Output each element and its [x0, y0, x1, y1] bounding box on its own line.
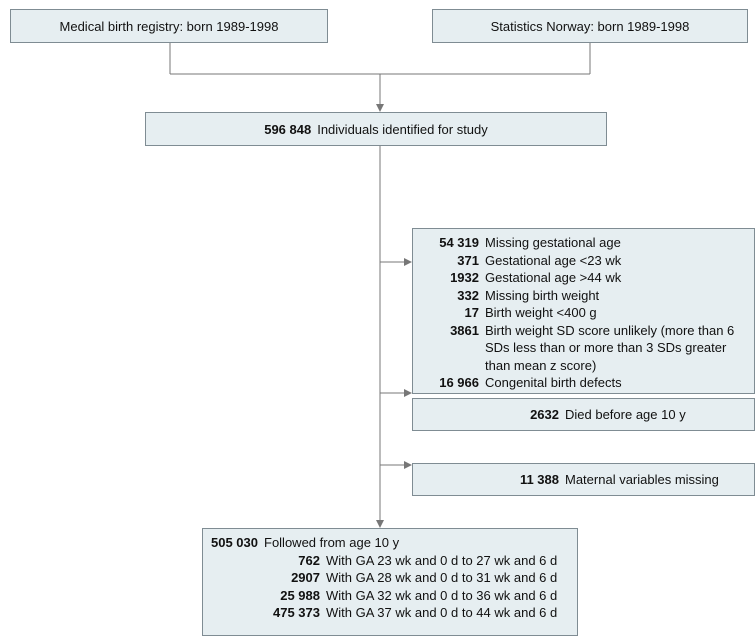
count: 54 319: [439, 235, 479, 250]
followed-row: 505 030 Followed from age 10 y: [211, 534, 573, 552]
count: 1932: [450, 270, 479, 285]
label: Congenital birth defects: [485, 375, 622, 390]
label: Birth weight SD score unlikely (more tha…: [485, 322, 735, 373]
count: 17: [464, 305, 479, 320]
exclusion-box: 2632 Died before age 10 y: [412, 398, 755, 431]
label: Missing gestational age: [485, 235, 621, 250]
source-box: Medical birth registry: born 1989-1998: [10, 9, 328, 43]
label: With GA 32 wk and 0 d to 36 wk and 6 d: [326, 587, 558, 603]
label: Maternal variables missing: [565, 472, 719, 487]
item-row: 16 966 Congenital birth defects: [419, 374, 750, 392]
label: Died before age 10 y: [565, 407, 686, 422]
label: With GA 28 wk and 0 d to 31 wk and 6 d: [326, 570, 558, 585]
count: 3861: [450, 322, 479, 338]
label: With GA 37 wk and 0 d to 44 wk and 6 d: [326, 605, 558, 620]
count: 332: [457, 287, 479, 303]
item-row: 762 With GA 23 wk and 0 d to 27 wk and 6 …: [211, 552, 573, 570]
exclusion-box: 11 388 Maternal variables missing: [412, 463, 755, 496]
label: Gestational age <23 wk: [485, 252, 622, 268]
arrow: [404, 258, 412, 266]
item-row: 25 988 With GA 32 wk and 0 d to 36 wk and…: [211, 587, 573, 605]
arrow: [376, 520, 384, 528]
count: 16 966: [439, 375, 479, 390]
item-row: 17 Birth weight <400 g: [419, 304, 750, 322]
count: 762: [298, 552, 320, 568]
count: 371: [457, 252, 479, 268]
count: 505 030: [211, 535, 258, 550]
item-row: 3861 Birth weight SD score unlikely (more…: [419, 322, 750, 375]
item-row: 2907 With GA 28 wk and 0 d to 31 wk and 6…: [211, 569, 573, 587]
count: 2907: [291, 570, 320, 585]
label: Gestational age >44 wk: [485, 270, 622, 285]
item-row: 475 373 With GA 37 wk and 0 d to 44 wk an…: [211, 604, 573, 622]
count: 596 848: [264, 121, 312, 137]
count: 2632: [530, 407, 559, 422]
count: 25 988: [280, 587, 320, 603]
count: 11 388: [519, 472, 559, 487]
item-row: 11 388 Maternal variables missing: [419, 471, 750, 489]
source-text: Statistics Norway: born 1989-1998: [490, 18, 690, 34]
label: Missing birth weight: [485, 287, 600, 303]
item-row: 2632 Died before age 10 y: [419, 406, 750, 424]
followed-box: 505 030 Followed from age 10 y 762 With GA…: [202, 528, 578, 636]
arrow: [404, 461, 412, 469]
label: With GA 23 wk and 0 d to 27 wk and 6 d: [326, 552, 558, 568]
label: Individuals identified for study: [317, 121, 488, 137]
label: Followed from age 10 y: [264, 535, 400, 550]
item-row: 332 Missing birth weight: [419, 287, 750, 305]
source-text: Medical birth registry: born 1989-1998: [59, 18, 279, 34]
label: Birth weight <400 g: [485, 305, 597, 320]
count: 475 373: [273, 605, 320, 620]
exclusion-box: 54 319 Missing gestational age 371 Gestatio…: [412, 228, 755, 394]
source-box: Statistics Norway: born 1989-1998: [432, 9, 748, 43]
item-row: 1932 Gestational age >44 wk: [419, 269, 750, 287]
item-row: 371 Gestational age <23 wk: [419, 252, 750, 270]
study-box: 596 848 Individuals identified for study: [145, 112, 607, 146]
arrow: [376, 104, 384, 112]
arrow: [404, 389, 412, 397]
item-row: 54 319 Missing gestational age: [419, 234, 750, 252]
